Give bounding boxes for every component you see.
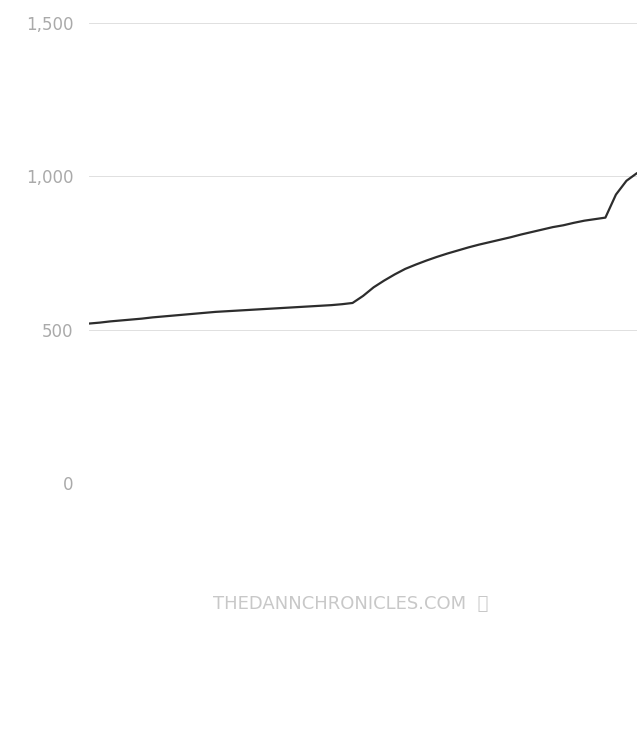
Text: THEDANNCHRONICLES.COM  ⧉: THEDANNCHRONICLES.COM ⧉	[213, 595, 488, 613]
